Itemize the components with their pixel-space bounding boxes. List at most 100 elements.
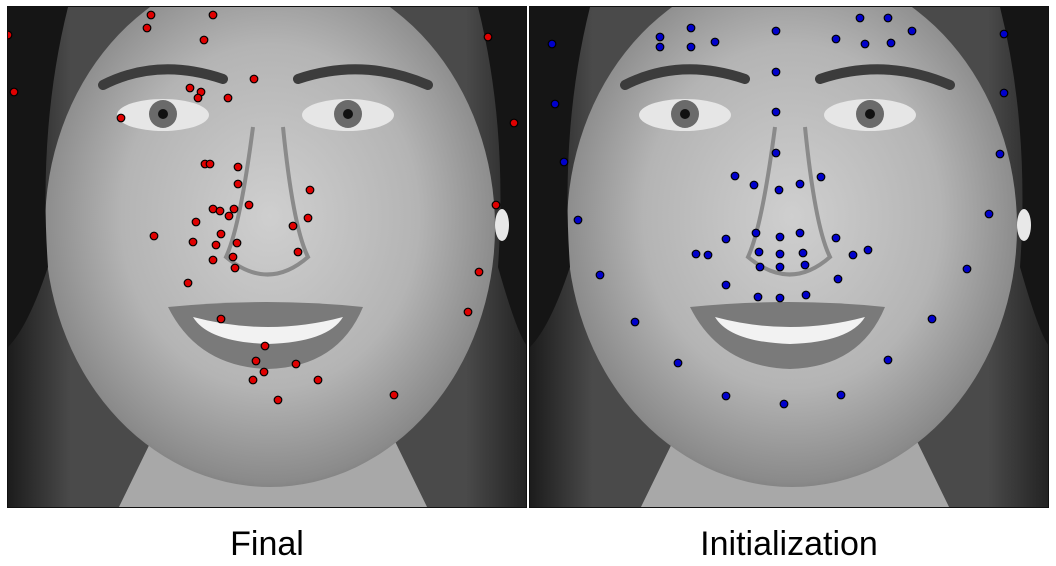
final-landmark-8	[249, 74, 259, 84]
initialization-landmark-56	[836, 390, 846, 400]
final-landmark-44	[291, 359, 301, 369]
final-landmark-41	[216, 314, 226, 324]
initialization-landmark-55	[721, 391, 731, 401]
final-landmark-28	[288, 221, 298, 231]
initialization-landmark-41	[775, 262, 785, 272]
initialization-landmark-points	[547, 13, 1009, 409]
final-landmark-26	[303, 213, 313, 223]
final-landmark-43	[251, 356, 261, 366]
initialization-landmark-24	[749, 180, 759, 190]
initialization-landmark-49	[775, 293, 785, 303]
final-landmark-34	[208, 255, 218, 265]
final-landmark-35	[228, 252, 238, 262]
initialization-landmark-38	[798, 248, 808, 258]
final-landmark-49	[273, 395, 283, 405]
initialization-landmark-4	[655, 42, 665, 52]
initialization-landmark-43	[800, 260, 810, 270]
final-landmark-1	[146, 10, 156, 20]
final-landmark-32	[211, 240, 221, 250]
initialization-landmark-39	[848, 250, 858, 260]
initialization-landmark-51	[630, 317, 640, 327]
final-landmark-30	[149, 231, 159, 241]
initialization-landmark-31	[795, 228, 805, 238]
initialization-landmark-13	[907, 26, 917, 36]
initialization-landmark-29	[751, 228, 761, 238]
final-face-panel	[7, 6, 527, 508]
final-caption: Final	[230, 525, 304, 563]
final-landmark-33	[232, 238, 242, 248]
initialization-landmark-18	[771, 107, 781, 117]
initialization-landmark-30	[775, 232, 785, 242]
initialization-landmark-12	[886, 38, 896, 48]
final-landmark-16	[205, 159, 215, 169]
final-landmark-21	[215, 206, 225, 216]
final-landmark-22	[244, 200, 254, 210]
final-landmark-18	[233, 179, 243, 189]
final-landmark-47	[248, 375, 258, 385]
initialization-landmark-40	[863, 245, 873, 255]
final-landmark-23	[229, 204, 239, 214]
final-landmark-7	[9, 87, 19, 97]
initialization-landmark-21	[995, 149, 1005, 159]
initialization-landmark-8	[855, 13, 865, 23]
initialization-landmark-28	[984, 209, 994, 219]
initialization-landmark-19	[559, 157, 569, 167]
initialization-landmark-2	[655, 32, 665, 42]
final-landmark-13	[116, 113, 126, 123]
final-landmark-31	[188, 237, 198, 247]
initialization-landmark-26	[774, 185, 784, 195]
final-landmark-14	[509, 118, 519, 128]
initialization-landmark-54	[883, 355, 893, 365]
final-landmark-46	[313, 375, 323, 385]
initialization-landmark-25	[795, 179, 805, 189]
final-landmark-29	[216, 229, 226, 239]
initialization-landmark-33	[831, 233, 841, 243]
initialization-landmark-53	[673, 358, 683, 368]
initialization-caption: Initialization	[700, 525, 878, 563]
initialization-face-panel	[529, 6, 1049, 508]
final-landmark-6	[483, 32, 493, 42]
initialization-landmark-5	[686, 42, 696, 52]
final-landmark-48	[389, 390, 399, 400]
initialization-landmark-45	[595, 270, 605, 280]
final-landmark-4	[199, 35, 209, 45]
final-landmark-11	[193, 93, 203, 103]
final-landmark-45	[259, 367, 269, 377]
initialization-landmark-14	[999, 29, 1009, 39]
initialization-landmark-36	[754, 247, 764, 257]
final-landmark-17	[233, 162, 243, 172]
initialization-landmark-37	[775, 249, 785, 259]
initialization-landmark-42	[755, 262, 765, 272]
initialization-landmark-1	[547, 39, 557, 49]
initialization-landmark-22	[730, 171, 740, 181]
final-landmark-38	[474, 267, 484, 277]
initialization-landmark-46	[721, 280, 731, 290]
initialization-landmark-17	[999, 88, 1009, 98]
final-landmark-points	[8, 10, 519, 405]
initialization-landmark-32	[721, 234, 731, 244]
initialization-landmark-52	[927, 314, 937, 324]
initialization-landmark-44	[962, 264, 972, 274]
initialization-landmark-27	[573, 215, 583, 225]
final-landmark-19	[305, 185, 315, 195]
initialization-landmark-6	[710, 37, 720, 47]
final-landmark-3	[142, 23, 152, 33]
final-landmark-2	[208, 10, 218, 20]
initialization-landmark-10	[831, 34, 841, 44]
final-landmark-5	[8, 30, 13, 40]
final-landmark-39	[183, 278, 193, 288]
initialization-landmark-3	[686, 23, 696, 33]
initialization-landmark-34	[691, 249, 701, 259]
final-landmark-42	[260, 341, 270, 351]
initialization-landmark-57	[779, 399, 789, 409]
initialization-landmark-11	[860, 39, 870, 49]
final-landmark-27	[191, 217, 201, 227]
final-landmark-40	[463, 307, 473, 317]
initialization-landmark-16	[771, 67, 781, 77]
initialization-landmark-9	[883, 13, 893, 23]
initialization-landmark-47	[833, 274, 843, 284]
final-landmark-12	[223, 93, 233, 103]
initialization-landmark-50	[801, 290, 811, 300]
initialization-landmark-35	[703, 250, 713, 260]
initialization-landmark-15	[550, 99, 560, 109]
